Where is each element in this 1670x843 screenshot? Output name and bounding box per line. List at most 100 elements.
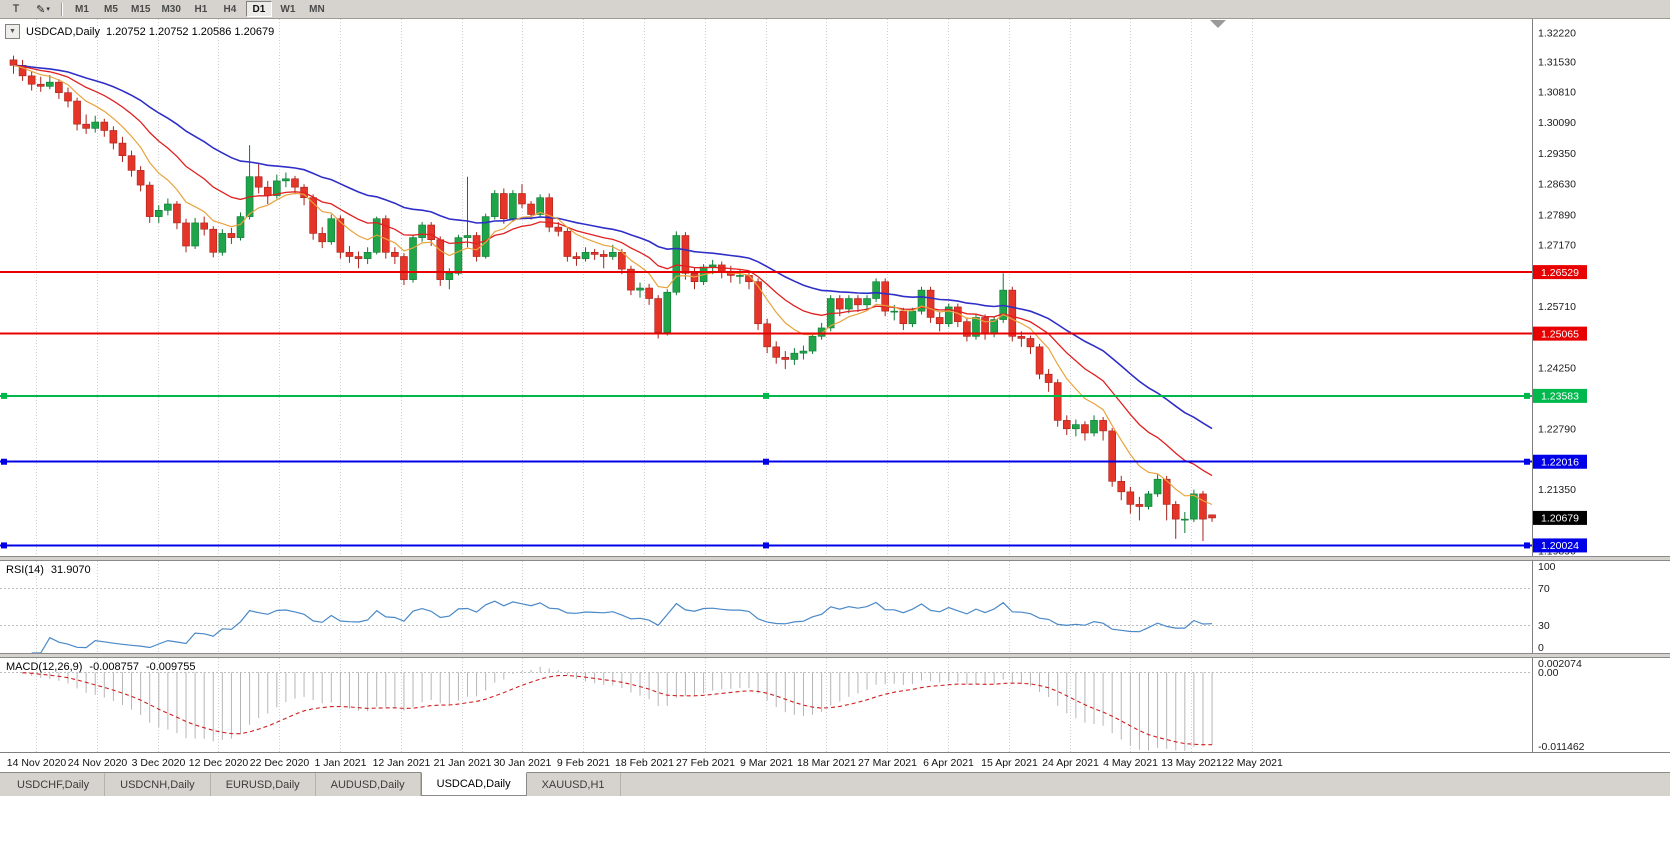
svg-text:1.22790: 1.22790: [1538, 424, 1576, 436]
price-tag: [1533, 510, 1587, 525]
tab-xauusd[interactable]: XAUUSD,H1: [527, 773, 621, 796]
svg-text:1.20679: 1.20679: [1541, 513, 1579, 525]
date-label: 24 Nov 2020: [67, 757, 128, 769]
date-label: 18 Mar 2021: [797, 757, 856, 769]
timeframe-button-m15[interactable]: M15: [131, 3, 151, 15]
svg-text:0.002074: 0.002074: [1538, 658, 1582, 670]
svg-text:1.22016: 1.22016: [1541, 457, 1579, 469]
rsi-level-lines: [0, 588, 1532, 626]
date-label: 1 Jan 2021: [314, 757, 367, 769]
chart-shift-marker[interactable]: [1210, 20, 1226, 28]
rsi-value: 31.9070: [50, 564, 91, 576]
line-handle[interactable]: [1524, 392, 1530, 399]
tab-usdcad[interactable]: USDCAD,Daily: [420, 772, 527, 796]
horizontal-line-object[interactable]: [0, 392, 1532, 399]
date-label: 9 Mar 2021: [739, 757, 794, 769]
tab-audusd[interactable]: AUDUSD,Daily: [316, 773, 421, 796]
line-handle[interactable]: [1, 392, 7, 399]
date-label: 13 May 2021: [1161, 757, 1222, 769]
line-handle[interactable]: [763, 392, 769, 399]
timeframe-button-d1[interactable]: D1: [245, 1, 272, 17]
horizontal-line-object[interactable]: [0, 542, 1532, 549]
rsi-line: [31, 600, 1213, 653]
date-label: 9 Feb 2021: [556, 757, 611, 769]
price-tag: [1533, 454, 1587, 469]
panel-splitter[interactable]: [0, 653, 1670, 658]
macd-indicator-label: MACD(12,26,9) -0.008757 -0.009755: [6, 661, 196, 673]
svg-text:100: 100: [1538, 561, 1556, 573]
price-tag: [1533, 538, 1587, 553]
date-label: 22 Dec 2020: [249, 757, 310, 769]
rsi-canvas[interactable]: 100 70 30 0: [0, 561, 1670, 653]
timeframe-button-w1[interactable]: W1: [280, 3, 296, 15]
timeframe-button-h4[interactable]: H4: [223, 3, 237, 15]
triangle-down-icon: ▼: [9, 28, 16, 35]
svg-text:1.25710: 1.25710: [1538, 301, 1576, 313]
price-tag: [1533, 326, 1587, 341]
date-label: 6 Apr 2021: [923, 757, 974, 769]
date-label: 24 Apr 2021: [1042, 757, 1099, 769]
tab-usdcnh[interactable]: USDCNH,Daily: [105, 773, 211, 796]
date-axis[interactable]: 14 Nov 2020 24 Nov 2020 3 Dec 2020 12 Dec 2…: [0, 752, 1670, 773]
chart-tabs-bar: USDCHF,Daily USDCNH,Daily EURUSD,Daily AUDU…: [0, 772, 1670, 796]
svg-text:1.32220: 1.32220: [1538, 27, 1576, 39]
svg-text:0.00: 0.00: [1538, 667, 1559, 679]
timeframe-button-m1[interactable]: M1: [75, 3, 89, 15]
panel-splitter[interactable]: [0, 556, 1670, 561]
toolbar-drawing-tools-button[interactable]: ✎ ▾: [36, 3, 50, 16]
line-handle[interactable]: [1524, 542, 1530, 549]
svg-text:1.30090: 1.30090: [1538, 117, 1576, 129]
chart-title: ▼ USDCAD,Daily 1.20752 1.20752 1.20586 1…: [5, 24, 274, 39]
line-handle[interactable]: [763, 458, 769, 465]
svg-text:-0.011462: -0.011462: [1538, 741, 1585, 752]
toolbar: T ✎ ▾ M1 M5 M15 M30 H1 H4 D1 W1 MN: [0, 0, 1670, 19]
tab-eurusd[interactable]: EURUSD,Daily: [211, 773, 316, 796]
ema-mid-line: [13, 64, 1213, 477]
toolbar-cursor-tool-button[interactable]: T: [12, 3, 20, 15]
rsi-name: RSI(14): [6, 564, 44, 576]
date-label: 30 Jan 2021: [493, 757, 552, 769]
chart-symbol-label: USDCAD,Daily: [26, 25, 100, 38]
svg-text:1.20024: 1.20024: [1541, 540, 1579, 552]
price-axis[interactable]: [1532, 19, 1670, 556]
vertical-gridlines: [36, 19, 1253, 556]
svg-text:1.24250: 1.24250: [1538, 362, 1576, 374]
macd-signal-line: [22, 672, 1213, 746]
date-label: 3 Dec 2020: [131, 757, 186, 769]
macd-signal-value: -0.009755: [145, 661, 196, 673]
date-label: 21 Jan 2021: [433, 757, 492, 769]
svg-text:1.27890: 1.27890: [1538, 209, 1576, 221]
date-label: 27 Mar 2021: [858, 757, 917, 769]
date-label: 18 Feb 2021: [615, 757, 674, 769]
price-tag: [1533, 388, 1587, 403]
date-label: 15 Apr 2021: [981, 757, 1038, 769]
svg-text:30: 30: [1538, 620, 1550, 632]
vertical-gridlines: [36, 561, 1253, 653]
toolbar-separator: [61, 2, 63, 16]
ema-slow-line: [13, 64, 1213, 430]
candlesticks: [9, 55, 1216, 541]
timeframe-button-m30[interactable]: M30: [161, 3, 181, 15]
svg-text:1.27170: 1.27170: [1538, 240, 1576, 252]
macd-name: MACD(12,26,9): [6, 661, 83, 673]
one-click-trading-toggle[interactable]: ▼: [5, 24, 20, 39]
line-handle[interactable]: [1524, 458, 1530, 465]
svg-text:1.30810: 1.30810: [1538, 87, 1576, 99]
date-label: 22 May 2021: [1222, 757, 1283, 769]
horizontal-line-object[interactable]: [0, 458, 1532, 465]
timeframe-button-m5[interactable]: M5: [104, 3, 118, 15]
timeframe-button-h1[interactable]: H1: [194, 3, 208, 15]
main-chart-canvas[interactable]: 1.32220 1.31530 1.30810 1.30090 1.29350 1.286…: [0, 19, 1670, 556]
rsi-indicator-label: RSI(14) 31.9070: [6, 564, 91, 576]
timeframe-button-mn[interactable]: MN: [309, 3, 325, 15]
svg-text:1.21350: 1.21350: [1538, 484, 1576, 496]
line-handle[interactable]: [1, 542, 7, 549]
line-handle[interactable]: [763, 542, 769, 549]
svg-text:1.31530: 1.31530: [1538, 56, 1576, 68]
tab-usdchf[interactable]: USDCHF,Daily: [2, 773, 106, 796]
date-label: 27 Feb 2021: [676, 757, 735, 769]
line-handle[interactable]: [1, 458, 7, 465]
date-label: 4 May 2021: [1103, 757, 1158, 769]
date-label: 12 Dec 2020: [188, 757, 249, 769]
